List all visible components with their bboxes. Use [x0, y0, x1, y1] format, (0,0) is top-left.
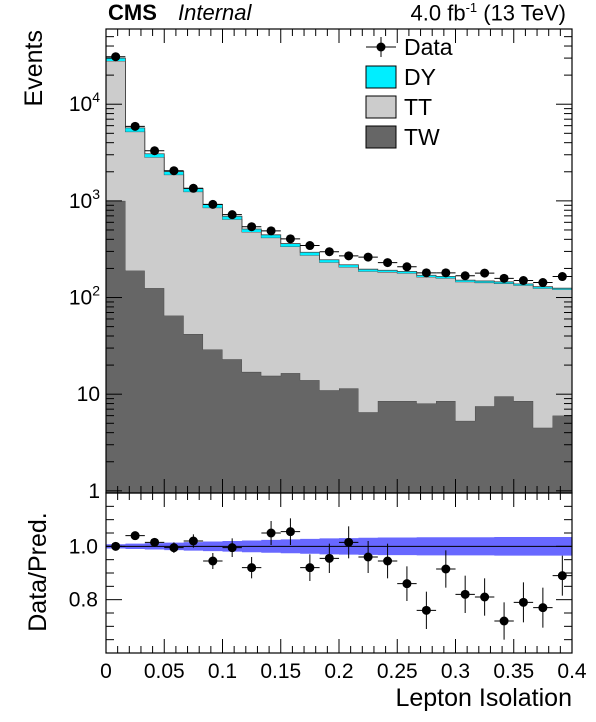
legend-label: DY: [404, 64, 436, 90]
y-tick-exponent: 4: [92, 89, 100, 105]
main-histogram-stack: [106, 57, 572, 494]
data-point: [169, 166, 179, 176]
ratio-point: [285, 527, 295, 537]
x-tick-label: 0.15: [260, 660, 301, 683]
y-tick-label: 103: [69, 186, 100, 213]
y-tick-label: 10: [77, 383, 100, 406]
y-tick-exponent: 2: [92, 283, 100, 299]
x-tick-label: 0.25: [377, 660, 418, 683]
ratio-point: [421, 605, 431, 615]
x-tick-label: 0.05: [144, 660, 185, 683]
data-point: [188, 183, 198, 193]
data-point: [227, 210, 237, 220]
data-point: [538, 278, 548, 288]
lumi-value: 4.0 fb: [410, 0, 466, 26]
data-point: [460, 271, 470, 281]
ratio-axes: 0.8 1.0 0 0.05 0.1 0.15 0.2 0.25 0.3 0.35 0.4: [69, 492, 587, 683]
ratio-point: [247, 563, 257, 573]
data-point: [363, 252, 373, 262]
y-axis-label-events: Events: [20, 30, 48, 106]
x-tick-label: 0.35: [493, 660, 534, 683]
x-tick-label: 0.3: [441, 660, 470, 683]
ratio-point: [538, 603, 548, 613]
hist-tt: [106, 60, 572, 428]
x-axis-label: Lepton Isolation: [395, 684, 572, 712]
ratio-point: [324, 553, 334, 563]
ratio-point: [227, 543, 237, 553]
y-axis-label-ratio: Data/Pred.: [24, 512, 52, 632]
data-point: [305, 241, 315, 251]
ratio-point: [169, 543, 179, 553]
x-tick-label: 0.4: [557, 660, 587, 683]
ratio-point: [305, 563, 315, 573]
ratio-point: [383, 556, 393, 566]
lumi-label: 4.0 fb-1 (13 TeV): [411, 0, 566, 26]
y-tick-label: 104: [69, 89, 100, 116]
legend-label: TW: [404, 124, 440, 150]
hist-outline-dy: [106, 57, 572, 289]
data-point: [266, 226, 276, 236]
x-tick-label: 0.1: [208, 660, 237, 683]
ratio-y-tick-label: 0.8: [69, 589, 98, 612]
cms-label: CMS: [108, 0, 157, 25]
ratio-point: [344, 537, 354, 547]
legend: Data DY TT TW: [365, 34, 453, 150]
legend-label: TT: [404, 94, 432, 120]
data-point: [150, 146, 160, 156]
ratio-point: [130, 531, 140, 541]
main-data-points: [105, 52, 573, 288]
y-tick-label: 1: [88, 480, 100, 503]
data-point: [285, 234, 295, 244]
lumi-exponent: -1: [465, 0, 478, 15]
data-point: [111, 52, 121, 62]
ratio-point: [518, 597, 528, 607]
legend-swatch-tw: [365, 125, 397, 149]
x-tick-label: 0: [100, 660, 112, 683]
y-tick-exponent: 3: [92, 186, 100, 202]
ratio-point: [460, 589, 470, 599]
data-point: [441, 268, 451, 278]
data-point: [130, 121, 140, 131]
legend-label: Data: [404, 34, 453, 60]
x-tick-label: 0.2: [324, 660, 353, 683]
data-point: [480, 268, 490, 278]
legend-data-marker: [376, 42, 386, 52]
internal-label: Internal: [178, 0, 252, 25]
legend-swatch-dy: [365, 65, 397, 89]
ratio-point: [499, 616, 509, 626]
ratio-point: [402, 579, 412, 589]
data-point: [324, 247, 334, 257]
ratio-point: [188, 536, 198, 546]
ratio-point: [363, 552, 373, 562]
ratio-point: [480, 592, 490, 602]
data-point: [402, 262, 412, 272]
ratio-point: [266, 528, 276, 538]
data-point: [208, 199, 218, 209]
data-point: [557, 272, 567, 282]
data-point: [499, 273, 509, 283]
ratio-point: [441, 564, 451, 574]
data-point: [344, 251, 354, 261]
data-point: [518, 276, 528, 286]
ratio-point: [150, 537, 160, 547]
energy-label: (13 TeV): [483, 0, 566, 26]
data-point: [383, 258, 393, 268]
data-point: [247, 222, 257, 232]
data-point: [421, 268, 431, 278]
ratio-point: [208, 556, 218, 566]
ratio-y-tick-label: 1.0: [69, 535, 98, 558]
ratio-frame: [105, 492, 573, 654]
ratio-data-points: [105, 518, 573, 640]
y-tick-label: 102: [69, 283, 100, 310]
legend-swatch-tt: [365, 95, 397, 119]
